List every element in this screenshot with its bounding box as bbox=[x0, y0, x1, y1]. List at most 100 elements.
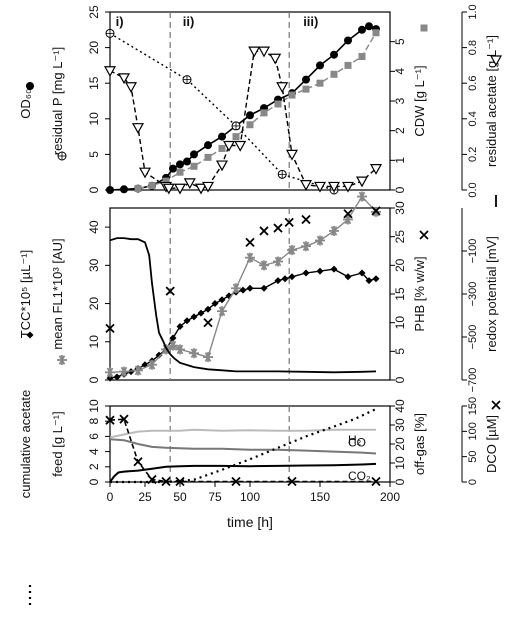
series-redox-potential bbox=[109, 237, 377, 374]
left-axis-label: residual P [mg L⁻¹] bbox=[50, 47, 65, 156]
data-point bbox=[190, 162, 198, 170]
data-point bbox=[204, 141, 212, 150]
data-point bbox=[106, 186, 114, 194]
data-point bbox=[204, 305, 212, 313]
data-point bbox=[365, 22, 373, 31]
left-tick-label: 25 bbox=[87, 5, 101, 19]
data-point bbox=[169, 334, 177, 342]
right2-axis-label: residual acetate [g L⁻¹] bbox=[484, 35, 499, 167]
x-tick-label: 100 bbox=[240, 490, 260, 504]
data-point bbox=[330, 50, 338, 59]
data-point bbox=[316, 267, 324, 275]
data-point bbox=[176, 160, 184, 169]
data-point bbox=[190, 150, 198, 159]
legend-marker bbox=[26, 331, 34, 339]
left-tick-label: 6 bbox=[87, 433, 101, 440]
data-point bbox=[355, 176, 369, 188]
series-line bbox=[137, 32, 377, 190]
data-point bbox=[138, 167, 152, 179]
data-point-b bbox=[105, 323, 115, 334]
right1-tick-label: 5 bbox=[393, 38, 407, 45]
data-point bbox=[327, 181, 341, 193]
data-point bbox=[232, 133, 240, 141]
series-residual-p bbox=[105, 28, 339, 195]
data-point bbox=[218, 144, 226, 152]
right2-tick-label: 50 bbox=[467, 451, 479, 463]
right1-tick-label: 5 bbox=[393, 348, 407, 355]
data-point bbox=[155, 351, 163, 359]
series-line bbox=[109, 438, 377, 455]
data-point bbox=[288, 91, 296, 99]
data-point-b bbox=[133, 457, 143, 467]
left-tick-label: 5 bbox=[87, 151, 101, 158]
data-point bbox=[274, 277, 282, 285]
data-point-b bbox=[231, 476, 241, 487]
x-tick-label: 0 bbox=[107, 490, 114, 504]
series-line bbox=[109, 462, 377, 483]
left-axis-label: TCC*10⁵ [µL⁻¹] bbox=[18, 250, 33, 338]
series-dco bbox=[105, 414, 381, 487]
right2-tick-label: −700 bbox=[467, 368, 479, 393]
panel-3 bbox=[105, 405, 467, 487]
legend-marker bbox=[26, 82, 34, 90]
data-point bbox=[372, 29, 380, 37]
data-point bbox=[358, 269, 366, 277]
left-tick-label: 8 bbox=[87, 418, 101, 425]
right1-tick-label: 1 bbox=[393, 157, 407, 164]
data-point-b bbox=[147, 474, 157, 485]
right2-tick-label: 0.6 bbox=[467, 76, 479, 91]
data-point bbox=[117, 73, 131, 85]
right1-tick-label: 2 bbox=[393, 127, 407, 134]
data-point-b bbox=[284, 217, 294, 227]
data-point bbox=[103, 66, 117, 77]
legend-marker-b bbox=[491, 400, 501, 410]
data-point-b bbox=[175, 476, 185, 487]
data-point-b bbox=[273, 223, 283, 233]
right1-tick-label: 3 bbox=[393, 97, 407, 104]
data-point bbox=[134, 185, 142, 193]
data-point bbox=[201, 181, 215, 193]
data-point bbox=[299, 180, 313, 191]
legend-marker bbox=[489, 55, 503, 67]
data-point-b bbox=[119, 414, 129, 424]
data-point bbox=[260, 284, 268, 292]
series-cdw bbox=[134, 29, 380, 193]
left-tick-label: 15 bbox=[87, 76, 101, 90]
data-point bbox=[215, 160, 229, 172]
right2-tick-label: 100 bbox=[467, 422, 479, 440]
legend-marker bbox=[420, 24, 428, 32]
gas-label: CO bbox=[348, 436, 366, 450]
left-tick-label: 10 bbox=[87, 112, 101, 126]
series-phb bbox=[105, 206, 381, 334]
right1-tick-label: 20 bbox=[393, 258, 407, 272]
data-point bbox=[113, 373, 121, 381]
data-point bbox=[358, 25, 366, 34]
data-point bbox=[330, 70, 338, 78]
data-point bbox=[234, 140, 247, 152]
right1-tick-label: 0 bbox=[393, 376, 407, 383]
right1-tick-label: 25 bbox=[393, 230, 407, 244]
series-co- bbox=[109, 462, 377, 483]
x-tick-label: 150 bbox=[310, 490, 330, 504]
data-point bbox=[281, 275, 289, 283]
data-point bbox=[218, 132, 226, 141]
data-point bbox=[120, 185, 128, 194]
data-point bbox=[190, 313, 198, 321]
right2-tick-label: −100 bbox=[467, 239, 479, 264]
series-h- bbox=[109, 428, 376, 439]
left-tick-label: 20 bbox=[87, 41, 101, 55]
data-point-b bbox=[301, 214, 311, 225]
left-tick-label: 40 bbox=[87, 220, 101, 234]
right2-tick-label: 0.0 bbox=[467, 182, 479, 197]
series-line bbox=[109, 418, 376, 483]
right1-tick-label: 0 bbox=[393, 186, 407, 193]
data-point bbox=[302, 75, 310, 84]
data-point-b bbox=[105, 415, 115, 425]
series-line bbox=[109, 237, 377, 374]
data-point bbox=[246, 111, 254, 120]
data-point bbox=[183, 317, 191, 325]
data-point bbox=[316, 61, 324, 70]
data-point bbox=[358, 53, 366, 60]
data-point bbox=[176, 322, 184, 330]
